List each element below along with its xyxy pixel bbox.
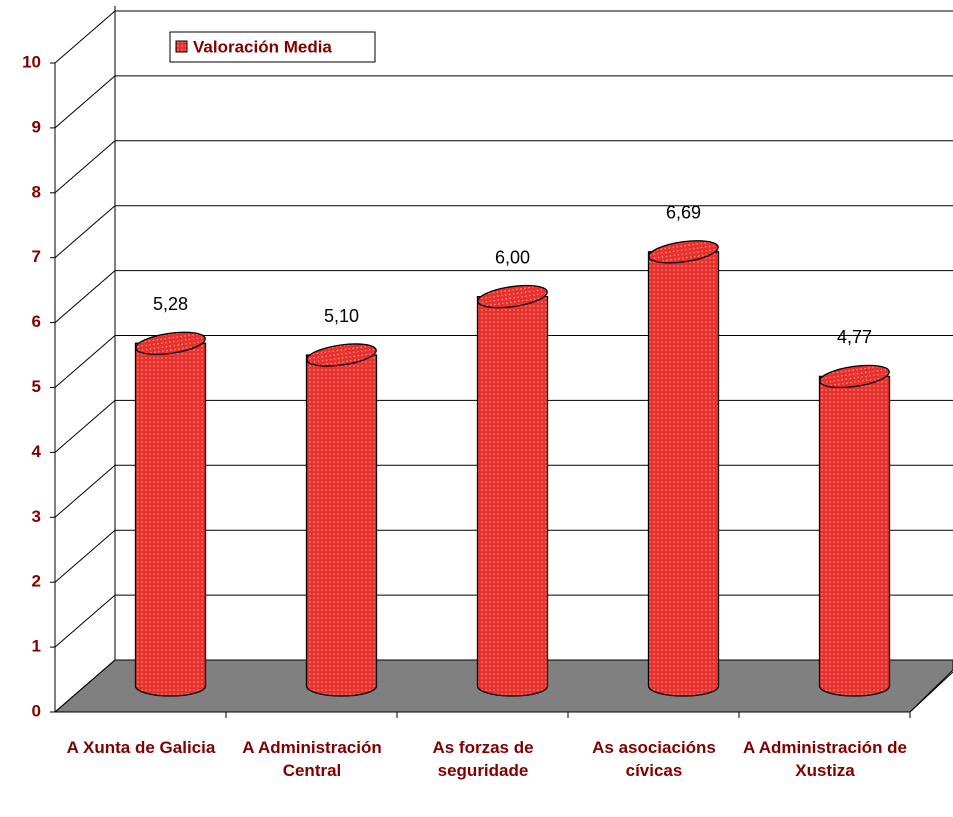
y-tick-label: 5 bbox=[32, 377, 41, 396]
grid-line bbox=[54, 75, 116, 129]
grid-line bbox=[54, 594, 116, 648]
value-label: 6,00 bbox=[495, 247, 530, 267]
grid-line bbox=[54, 335, 116, 388]
y-tick-label: 10 bbox=[22, 52, 41, 71]
x-tick-label: A Administración de Xustiza bbox=[742, 738, 908, 780]
legend-box bbox=[169, 31, 376, 63]
x-tick-label: As forzas de seguridade bbox=[432, 738, 534, 780]
grid-line bbox=[54, 529, 116, 583]
bar-top bbox=[306, 343, 377, 367]
y-tick-label: 0 bbox=[32, 701, 41, 720]
bar-top bbox=[819, 364, 890, 389]
x-tick-label: A Administración Central bbox=[242, 738, 382, 780]
grid-line bbox=[54, 10, 116, 64]
y-tick-label: 8 bbox=[32, 182, 41, 201]
y-tick-label: 7 bbox=[32, 247, 41, 266]
value-label: 6,69 bbox=[666, 203, 701, 223]
value-label: 4,77 bbox=[837, 327, 872, 347]
grid-line bbox=[54, 270, 116, 323]
bar bbox=[818, 375, 891, 697]
x-tick-label: As asociacións cívicas bbox=[592, 738, 716, 780]
grid-line bbox=[54, 659, 116, 713]
bar-top bbox=[135, 331, 206, 356]
grid-line bbox=[54, 140, 116, 194]
y-tick-label: 9 bbox=[32, 117, 41, 136]
bar bbox=[134, 342, 207, 697]
legend-swatch bbox=[175, 40, 188, 53]
value-label: 5,10 bbox=[324, 306, 359, 326]
bar bbox=[305, 354, 378, 697]
y-tick-label: 4 bbox=[32, 442, 42, 461]
value-label: 5,28 bbox=[153, 294, 188, 314]
floor-edge bbox=[909, 671, 953, 713]
y-tick-label: 3 bbox=[32, 507, 41, 526]
grid-line bbox=[54, 464, 116, 518]
y-tick-label: 6 bbox=[32, 312, 41, 331]
bar bbox=[476, 295, 549, 697]
x-tick-label: A Xunta de Galicia bbox=[66, 738, 216, 757]
legend-label: Valoración Media bbox=[193, 37, 332, 56]
bar-top bbox=[648, 240, 719, 264]
grid-line bbox=[54, 205, 116, 259]
grid-line bbox=[54, 400, 116, 453]
bar-top bbox=[477, 284, 548, 309]
bar bbox=[647, 251, 720, 697]
y-tick-label: 1 bbox=[32, 637, 41, 656]
y-tick-label: 2 bbox=[32, 572, 41, 591]
